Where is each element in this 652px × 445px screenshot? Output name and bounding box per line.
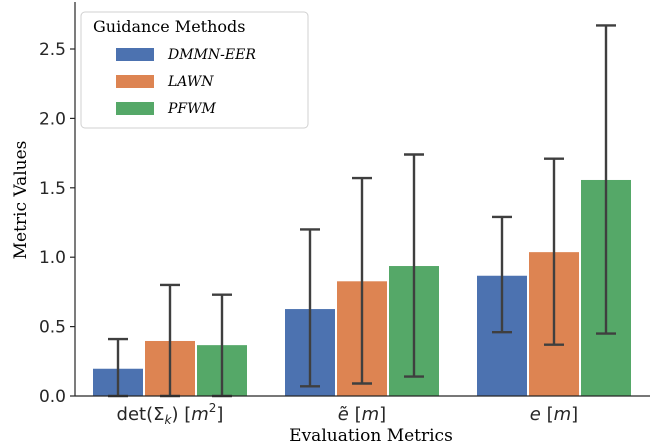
legend-label-pfwm: PFWM (167, 101, 217, 117)
y-tick-label: 1.5 (39, 179, 66, 199)
legend-swatch-dmmn-eer (116, 48, 154, 61)
y-tick-label: 2.5 (39, 40, 66, 60)
legend-frame (80, 11, 309, 129)
legend-swatch-pfwm (116, 102, 154, 115)
legend-title: Guidance Methods (93, 17, 245, 36)
y-tick-label: 1.0 (39, 248, 66, 268)
x-tick-label-e: e [m] (530, 404, 578, 425)
y-tick-label: 0.0 (39, 387, 66, 407)
legend-label-lawn: LAWN (167, 74, 214, 90)
legend-swatch-lawn (116, 75, 154, 88)
x-axis-label: Evaluation Metrics (289, 426, 453, 445)
x-tick-label-e-tilde: ẽ [m] (338, 404, 386, 425)
legend: Guidance Methods DMMN-EER LAWN PFWM (80, 11, 309, 129)
y-tick-label: 2.0 (39, 109, 66, 129)
y-axis-label: Metric Values (11, 141, 31, 260)
x-tick-label-det: det(Σk) [m2] (117, 401, 224, 427)
legend-label-dmmn-eer: DMMN-EER (167, 47, 256, 63)
y-tick-label: 0.5 (39, 318, 66, 338)
